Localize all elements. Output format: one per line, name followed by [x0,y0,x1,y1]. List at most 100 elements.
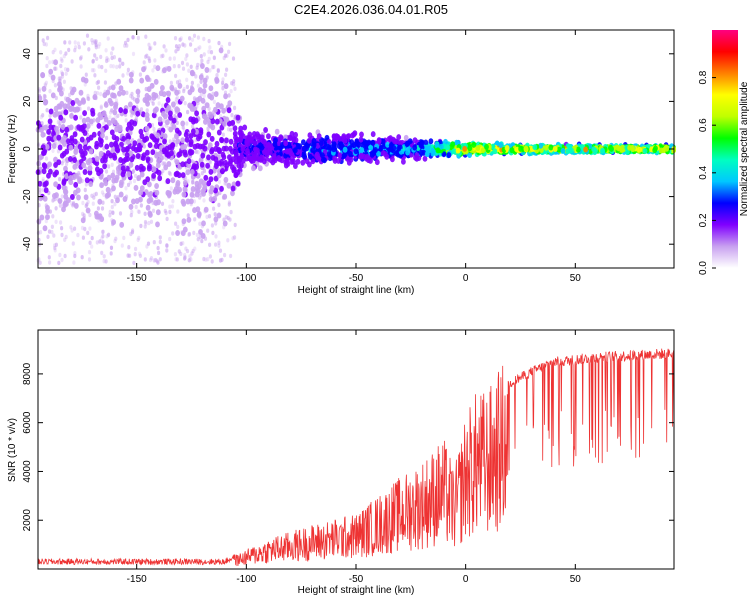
heatmap-cell [189,191,195,198]
heatmap-cell [152,240,156,245]
heatmap-cell [172,63,176,69]
heatmap-cell [53,59,58,66]
heatmap-cell [326,151,332,157]
heatmap-cell [207,56,211,62]
heatmap-cell [131,35,135,40]
heatmap-cell [235,180,241,187]
heatmap-cell [222,193,228,200]
heatmap-cell [126,182,131,188]
heatmap-cell [201,220,206,227]
heatmap-cell [53,83,58,88]
heatmap-cell [40,72,45,78]
heatmap-cell [63,237,67,242]
heatmap-cell [120,165,126,172]
heatmap-cell [154,183,160,189]
heatmap-cell [210,259,214,264]
heatmap-cell [83,226,87,232]
heatmap-cell [170,204,174,209]
y-tick-label: 6000 [22,411,33,434]
heatmap-cell [393,138,399,145]
heatmap-cell [58,85,63,92]
heatmap-cell [228,41,232,47]
heatmap-cell [185,169,191,176]
heatmap-cell [39,126,44,133]
heatmap-cell [293,163,298,169]
heatmap-cell [51,148,55,153]
heatmap-cell [371,150,376,157]
heatmap-cell [42,163,48,170]
heatmap-cell [157,101,161,106]
heatmap-cell [82,144,88,151]
heatmap-cell [166,161,172,167]
heatmap-cell [217,202,221,208]
heatmap-cell [233,86,237,92]
heatmap-cell [41,113,45,118]
heatmap-cell [104,192,110,199]
heatmap-cell [201,190,207,197]
spectrogram-panel: -150 -100 -50 0 50 -40 -20 0 20 40 Height of str… [7,29,677,296]
heatmap-cell [192,230,196,236]
heatmap-cell [147,163,152,170]
heatmap-cell [108,115,112,120]
heatmap-cell [370,131,376,138]
heatmap-cell [214,242,218,247]
heatmap-cell [230,185,236,192]
heatmap-cell [46,35,50,41]
heatmap-cell [156,260,160,265]
heatmap-cell [53,105,59,112]
heatmap-cell [200,152,206,159]
heatmap-cell [170,177,176,184]
heatmap-cell [171,231,175,236]
heatmap-cell [110,55,114,61]
heatmap-cell [81,211,85,217]
heatmap-cell [64,126,70,133]
heatmap-cell [161,168,165,174]
heatmap-cell [57,260,61,266]
heatmap-cell [137,235,141,241]
heatmap-cell [95,240,99,245]
heatmap-cell [196,211,202,217]
heatmap-cell [226,107,232,114]
heatmap-cell [126,67,130,73]
heatmap-cell [214,118,220,125]
heatmap-cell [212,99,216,105]
heatmap-cell [158,239,162,245]
heatmap-cell [434,142,440,149]
heatmap-cell [111,185,116,192]
heatmap-cell [212,55,216,61]
heatmap-cell [98,150,104,157]
heatmap-cell [226,182,232,189]
heatmap-cell [74,45,78,50]
heatmap-cell [114,98,119,103]
heatmap-cell [94,140,100,147]
colorbar-tick-label: 0.2 [698,213,709,227]
heatmap-cell [141,66,146,73]
heatmap-cell [213,216,219,223]
heatmap-cell [150,149,156,156]
heatmap-cell [52,111,58,118]
heatmap-cell [171,117,177,124]
heatmap-cell [165,119,170,126]
heatmap-cell [467,152,472,158]
heatmap-cell [209,147,215,153]
heatmap-cell [62,135,67,142]
y-tick-label: -20 [22,189,33,204]
heatmap-cell [258,142,263,149]
heatmap-cell [100,229,105,235]
heatmap-cell [75,187,81,194]
heatmap-cell [167,170,171,176]
heatmap-cell [438,143,444,150]
heatmap-cell [154,138,159,145]
heatmap-cell [125,132,131,139]
heatmap-cell [492,148,498,155]
heatmap-cell [84,177,90,184]
heatmap-cell [163,164,169,171]
heatmap-cell [181,42,185,47]
heatmap-cell [142,60,146,65]
heatmap-cell [175,95,180,100]
heatmap-cell [278,134,284,141]
heatmap-cell [230,81,234,86]
heatmap-cell [96,122,102,129]
heatmap-cell [109,251,113,256]
heatmap-cell [110,84,116,91]
